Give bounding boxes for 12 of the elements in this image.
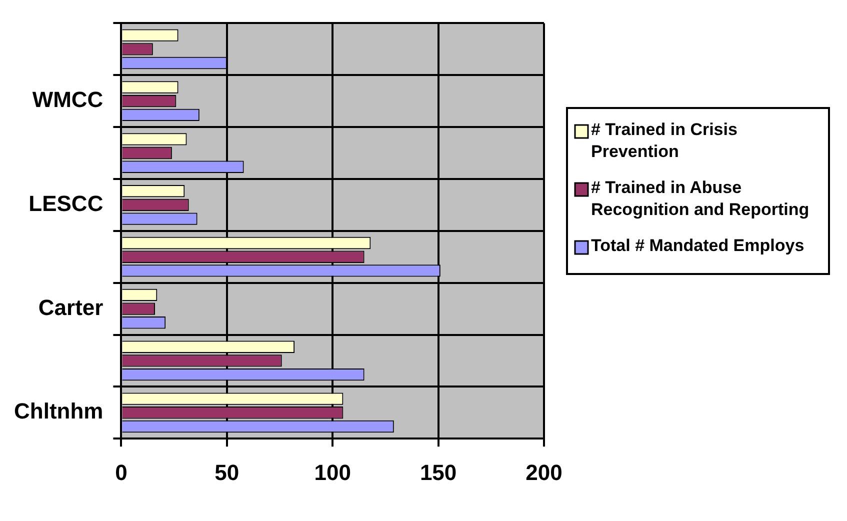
y-tick-label: Chltnhm [14,398,104,424]
y-tick-label: Carter [38,294,104,320]
legend-label: # Trained in Abuse Recognition and Reporting [591,178,810,220]
x-tick-label: 100 [314,460,351,485]
legend-label: # Trained in Crisis Prevention [591,120,738,162]
x-tick-label: 0 [115,460,128,485]
y-tick-label: LESCC [28,191,104,216]
x-tick-label: 200 [526,460,562,485]
x-tick-label: 150 [420,460,457,485]
x-tick-label: 50 [214,460,240,485]
legend-label: Total # Mandated Employs [591,236,804,256]
y-tick-label: WMCC [32,87,104,112]
